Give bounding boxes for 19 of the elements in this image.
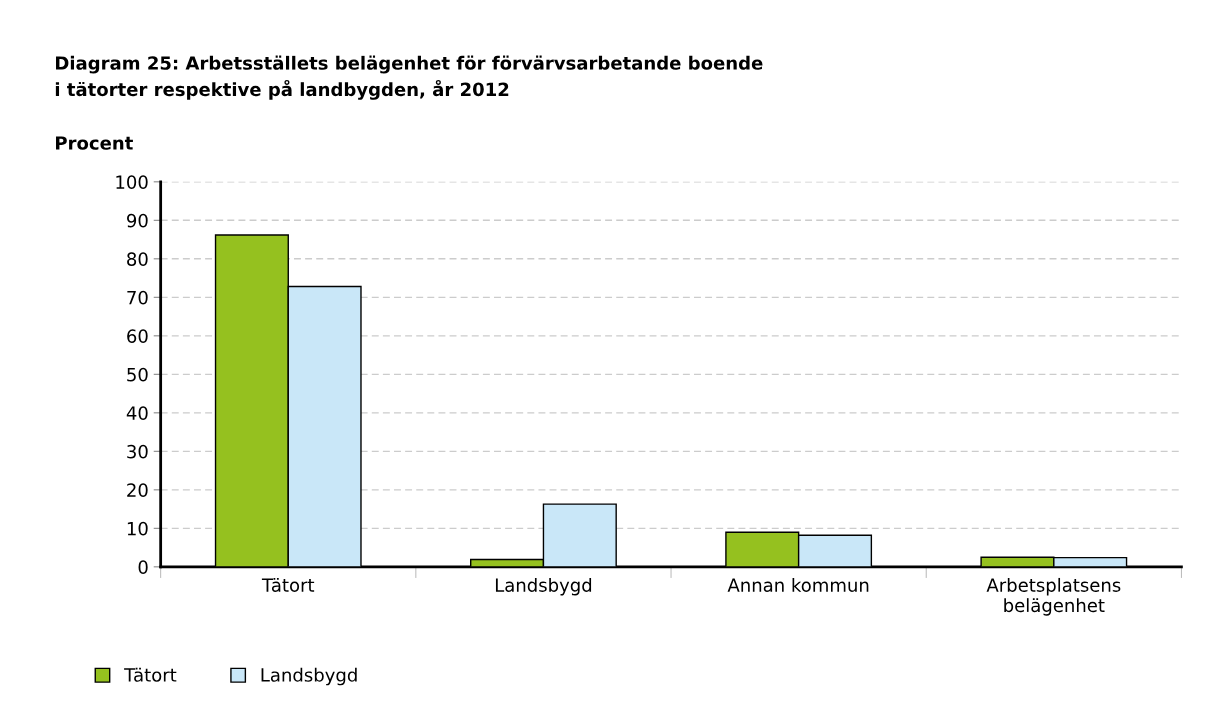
- y-tick-label: 10: [127, 521, 148, 536]
- y-tick-label: 80: [127, 252, 148, 266]
- y-tick-label: 70: [127, 290, 148, 305]
- x-tick-label: Tätort: [261, 577, 315, 592]
- chart-title: Diagram 25: Arbetsställets belägenhet för förvärvsarbetande boende i tätorter respektive på landbygden, år 2012: [55, 55, 763, 100]
- y-tick-label: 0: [138, 560, 148, 574]
- y-tick-label: 30: [127, 444, 148, 459]
- y-tick-label: 50: [127, 367, 148, 382]
- x-tick-label: Annan kommun: [727, 577, 869, 592]
- y-tick-label: 100: [116, 175, 148, 189]
- y-tick-label: 60: [127, 329, 148, 343]
- x-tick-label: Arbetsplatsens belägenhet: [986, 577, 1121, 616]
- legend-label: Tätort: [124, 667, 177, 682]
- y-tick-label: 40: [126, 406, 148, 420]
- y-axis-title: Procent: [56, 136, 133, 150]
- y-tick-label: 90: [127, 213, 148, 228]
- legend-label: Landsbygd: [261, 667, 357, 686]
- x-tick-label: Landsbygd: [495, 577, 592, 596]
- y-tick-label: 20: [127, 483, 148, 497]
